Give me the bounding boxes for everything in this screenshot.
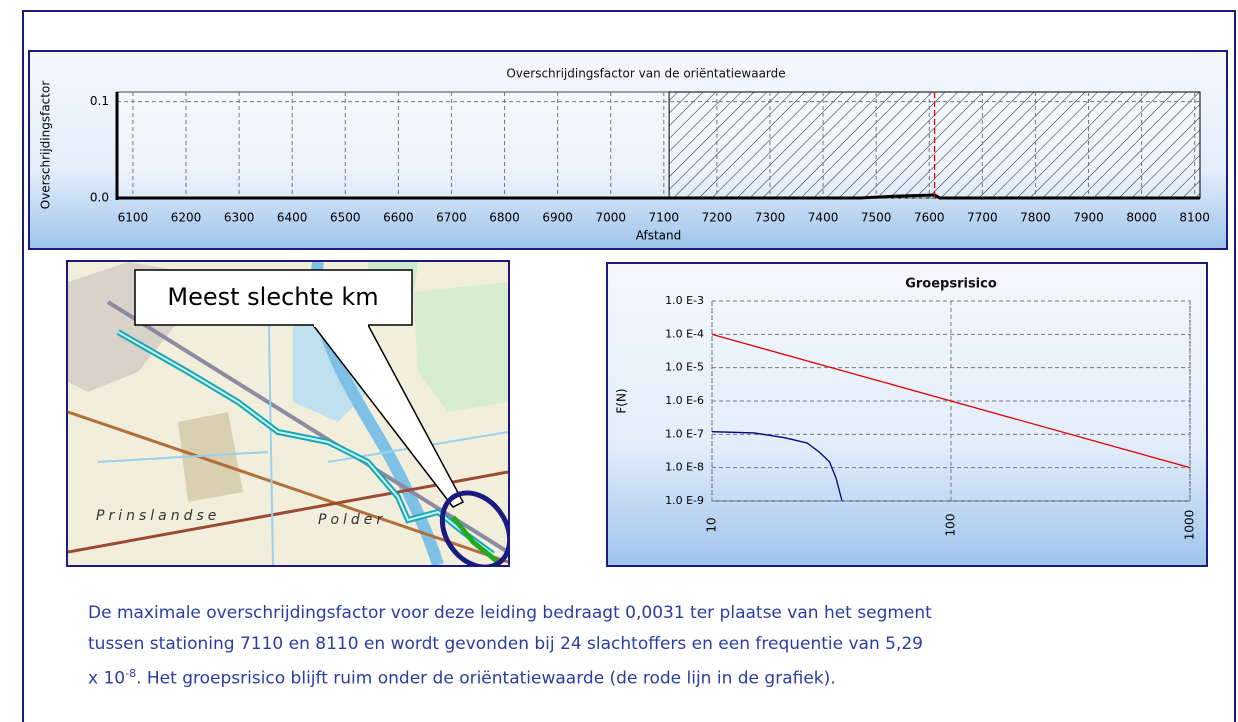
- x-tick-label: 7400: [808, 211, 839, 225]
- callout-join: [314, 322, 368, 327]
- superscript: -8: [125, 667, 136, 680]
- y-tick-label: 1.0 E-9: [665, 494, 704, 507]
- x-tick-label: 7200: [702, 211, 733, 225]
- x-tick-label: 6200: [171, 211, 202, 225]
- x-tick-label: 7800: [1020, 211, 1051, 225]
- data-line: [712, 432, 842, 501]
- x-axis-label: Afstand: [636, 229, 682, 243]
- y-tick-label: 1.0 E-6: [665, 394, 704, 407]
- x-tick-label: 6300: [224, 211, 255, 225]
- distance-chart: 6100 6200 6300 6400 6500 6600 6700 6800 6900 7000…: [30, 52, 1226, 248]
- distance-chart-panel: 6100 6200 6300 6400 6500 6600 6700 6800 6900 7000…: [28, 50, 1228, 250]
- x-tick-label: 6700: [436, 211, 467, 225]
- x-tick-label: 6100: [118, 211, 149, 225]
- x-tick-label: 6500: [330, 211, 361, 225]
- x-tick-label: 10: [705, 517, 719, 532]
- x-tick-label: 7900: [1073, 211, 1104, 225]
- y-axis-label: Overschrijdingsfactor: [39, 81, 53, 210]
- paragraph-line: tussen stationing 7110 en 8110 en wordt …: [88, 629, 932, 660]
- y-tick-label: 0.0: [90, 191, 109, 205]
- x-tick-label: 8100: [1179, 211, 1210, 225]
- x-tick-label: 7000: [595, 211, 626, 225]
- y-tick-label: 1.0 E-7: [665, 427, 704, 440]
- map-label: Prinslandse: [96, 508, 220, 524]
- y-axis-label: F(N): [615, 388, 629, 413]
- x-tick-label: 8000: [1126, 211, 1157, 225]
- x-tick-label: 7300: [755, 211, 786, 225]
- risk-chart-panel: 10 100 1000 1.0 E-3 1.0 E-4 1.0 E-5 1.0 E-6 1.0…: [606, 262, 1208, 567]
- x-tick-label: 7100: [649, 211, 680, 225]
- callout-text: Meest slechte km: [167, 283, 378, 311]
- text: x 10: [88, 669, 125, 689]
- y-tick-label: 0.1: [90, 94, 109, 108]
- y-tick-label: 1.0 E-4: [665, 327, 704, 340]
- map: Prinslandse Polder Meest slechte km: [68, 262, 508, 565]
- paragraph-line: x 10-8. Het groepsrisico blijft ruim ond…: [88, 659, 932, 694]
- x-tick-label: 6800: [489, 211, 520, 225]
- paragraph-line: De maximale overschrijdingsfactor voor d…: [88, 598, 932, 629]
- map-label: Polder: [318, 512, 386, 528]
- chart-title: Groepsrisico: [905, 277, 997, 292]
- x-tick-label: 6600: [383, 211, 414, 225]
- paragraph: De maximale overschrijdingsfactor voor d…: [88, 598, 932, 694]
- text: . Het groepsrisico blijft ruim onder de …: [136, 669, 836, 689]
- x-tick-label: 7600: [914, 211, 945, 225]
- map-panel: Prinslandse Polder Meest slechte km: [66, 260, 510, 567]
- x-tick-label: 6900: [542, 211, 573, 225]
- y-tick-label: 1.0 E-8: [665, 461, 704, 474]
- page: 6100 6200 6300 6400 6500 6600 6700 6800 6900 7000…: [0, 0, 1238, 722]
- x-tick-label: 1000: [1183, 510, 1197, 541]
- x-tick-label: 7500: [861, 211, 892, 225]
- x-tick-label: 7700: [967, 211, 998, 225]
- x-tick-label: 100: [944, 514, 958, 537]
- y-tick-label: 1.0 E-3: [665, 294, 704, 307]
- y-tick-label: 1.0 E-5: [665, 361, 704, 374]
- risk-chart: 10 100 1000 1.0 E-3 1.0 E-4 1.0 E-5 1.0 E-6 1.0…: [608, 264, 1206, 565]
- x-tick-label: 6400: [277, 211, 308, 225]
- chart-title: Overschrijdingsfactor van de oriëntatiew…: [506, 67, 785, 81]
